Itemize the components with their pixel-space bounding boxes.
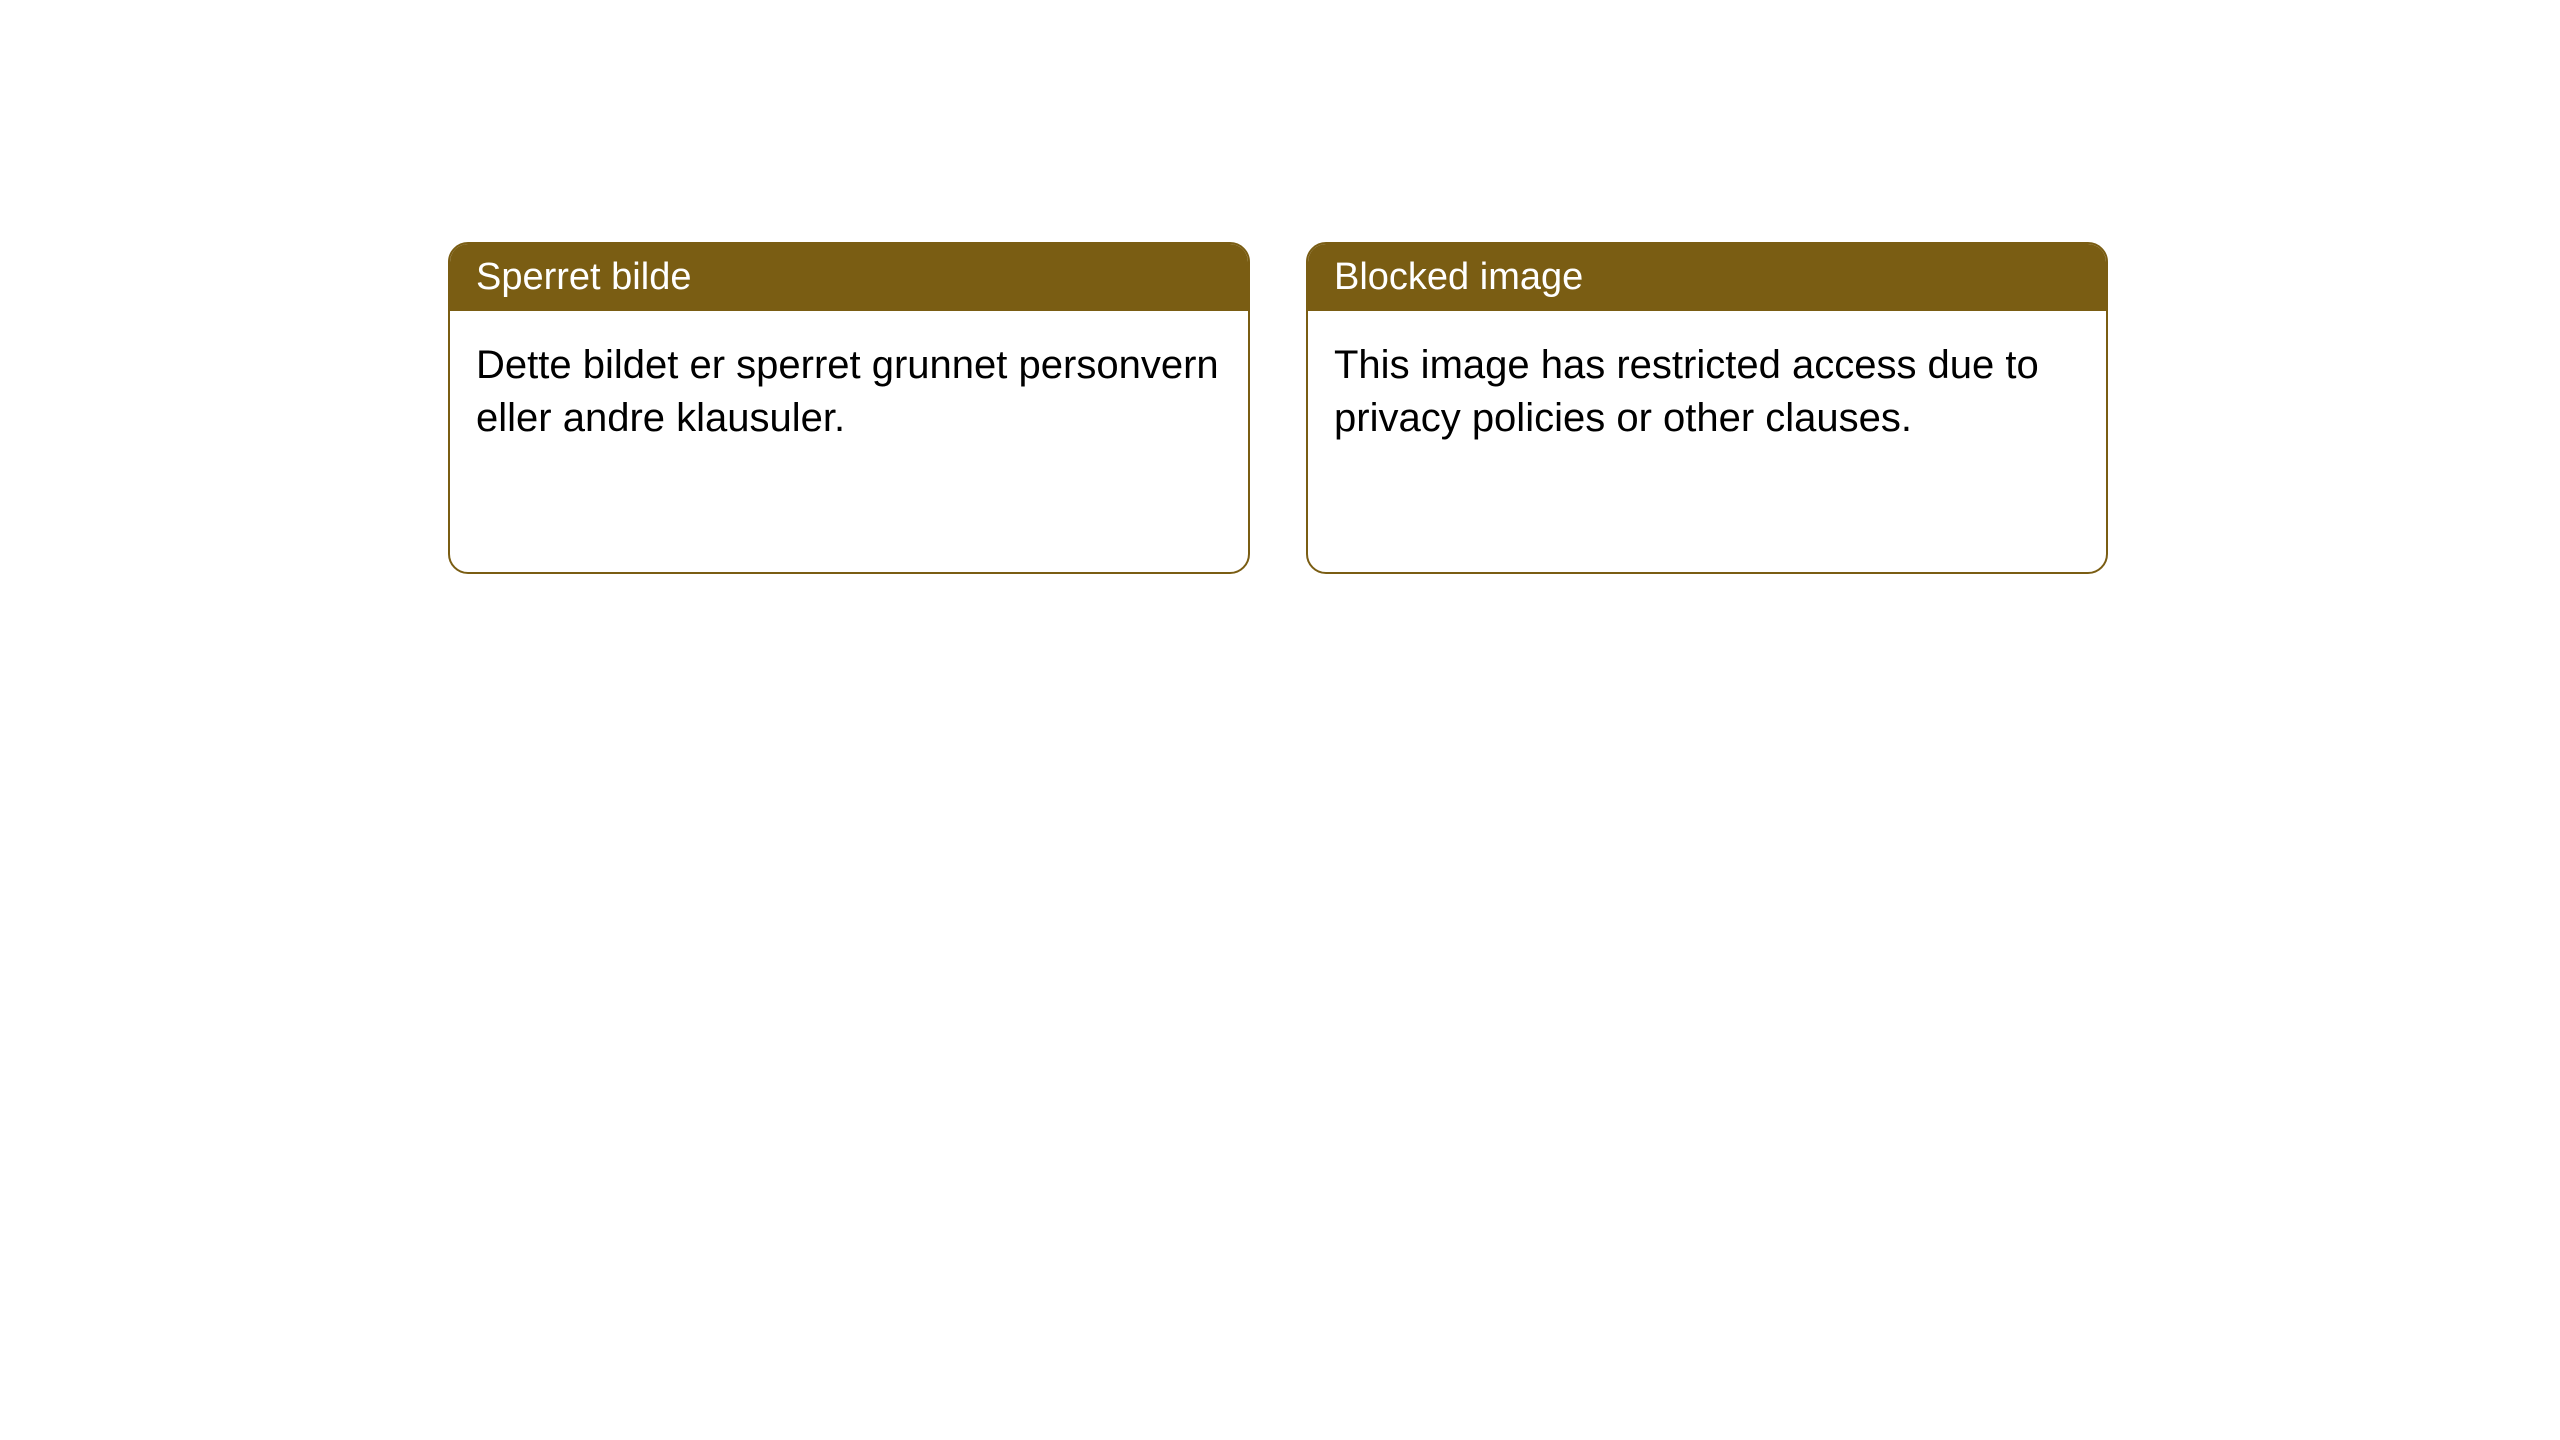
card-title: Sperret bilde xyxy=(476,256,691,298)
card-title: Blocked image xyxy=(1334,256,1583,298)
card-header: Blocked image xyxy=(1308,244,2106,311)
card-message: This image has restricted access due to … xyxy=(1334,343,2039,440)
blocked-image-card-no: Sperret bilde Dette bildet er sperret gr… xyxy=(448,242,1250,574)
blocked-image-card-en: Blocked image This image has restricted … xyxy=(1306,242,2108,574)
card-header: Sperret bilde xyxy=(450,244,1248,311)
card-message: Dette bildet er sperret grunnet personve… xyxy=(476,343,1219,440)
card-body: This image has restricted access due to … xyxy=(1308,311,2106,473)
cards-container: Sperret bilde Dette bildet er sperret gr… xyxy=(0,0,2560,574)
card-body: Dette bildet er sperret grunnet personve… xyxy=(450,311,1248,473)
